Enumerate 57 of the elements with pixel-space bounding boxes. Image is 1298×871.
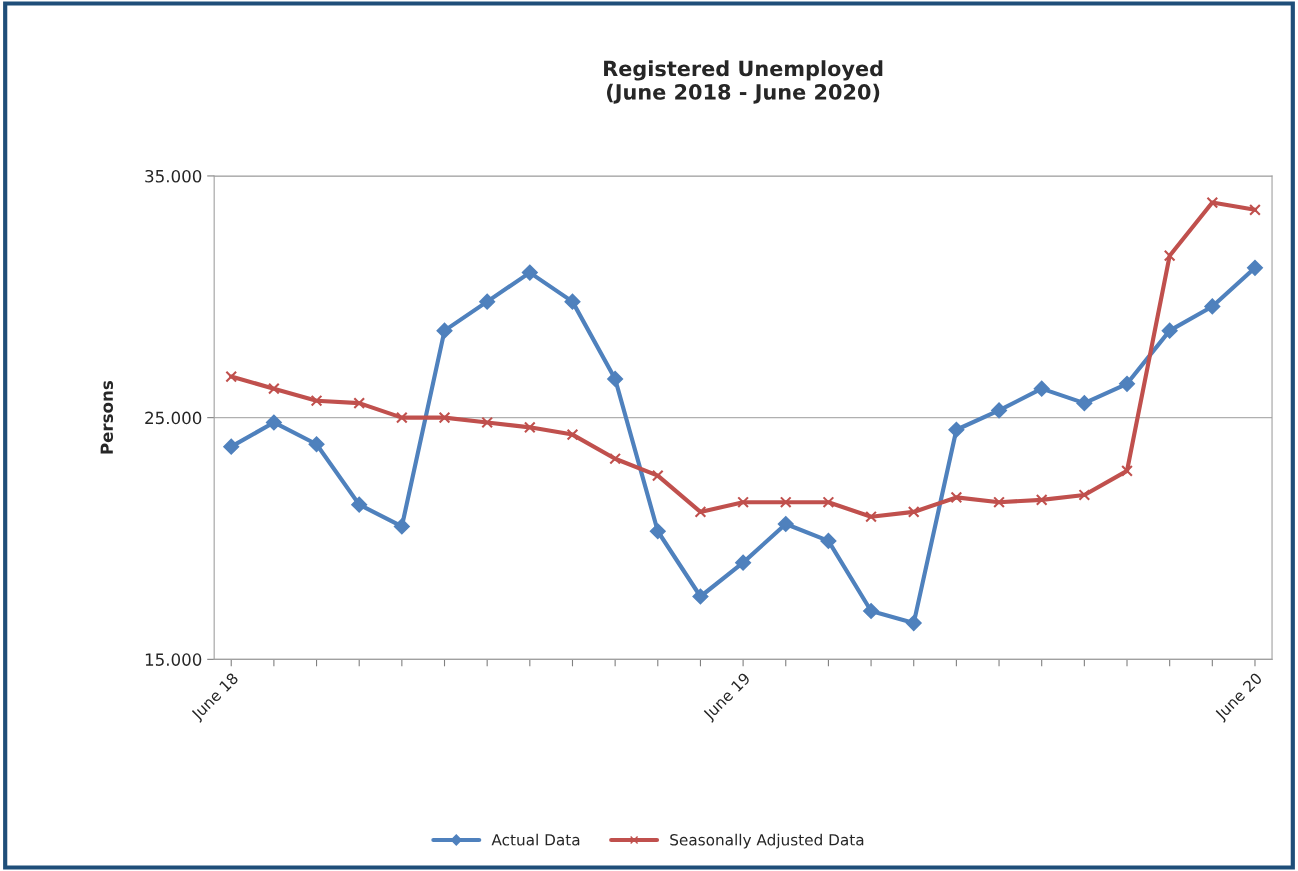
point (1076, 395, 1093, 412)
point (777, 516, 794, 532)
point (948, 421, 965, 438)
point (566, 428, 579, 441)
point (1035, 493, 1048, 506)
point (267, 382, 280, 395)
point (991, 402, 1007, 419)
point (1121, 464, 1133, 477)
point (1119, 375, 1135, 392)
point (820, 533, 837, 549)
point (481, 416, 494, 429)
point (265, 414, 282, 431)
y-axis-title: Persons (100, 380, 114, 454)
point (1206, 196, 1219, 209)
point (1078, 489, 1091, 501)
point (436, 322, 453, 339)
y-tick-label: 35.000 (145, 169, 202, 183)
point (865, 510, 877, 523)
point (905, 615, 922, 632)
point (223, 438, 240, 455)
y-tick-label: 15.000 (145, 653, 202, 666)
point (521, 264, 538, 281)
point (1204, 298, 1221, 315)
point (1033, 380, 1050, 397)
chart-title: Registered Unemployed (June 2018 - June 2020) (604, 60, 883, 104)
point (950, 491, 963, 504)
point (353, 397, 366, 410)
point (822, 496, 835, 509)
y-tick-label: 25.000 (145, 411, 202, 425)
point (1249, 203, 1261, 216)
point (607, 371, 624, 387)
point (479, 293, 496, 310)
point (1163, 249, 1176, 262)
point (438, 411, 451, 424)
point (649, 523, 666, 540)
point (310, 394, 323, 407)
point (993, 496, 1005, 509)
point (692, 588, 709, 605)
point (351, 496, 368, 513)
legend-label: Seasonally Adjusted Data (670, 833, 864, 849)
point (1247, 259, 1263, 276)
point (737, 496, 750, 509)
point (651, 469, 664, 482)
point (907, 506, 920, 518)
legend-label: Actual Data (491, 833, 580, 846)
point (863, 603, 879, 619)
point (735, 554, 752, 571)
point (694, 506, 707, 518)
point (564, 293, 581, 310)
point (395, 411, 408, 424)
point (393, 518, 410, 535)
point (225, 370, 238, 383)
point (1161, 322, 1178, 339)
point (308, 436, 325, 453)
point (523, 421, 536, 434)
point (779, 496, 792, 509)
point (609, 452, 622, 465)
